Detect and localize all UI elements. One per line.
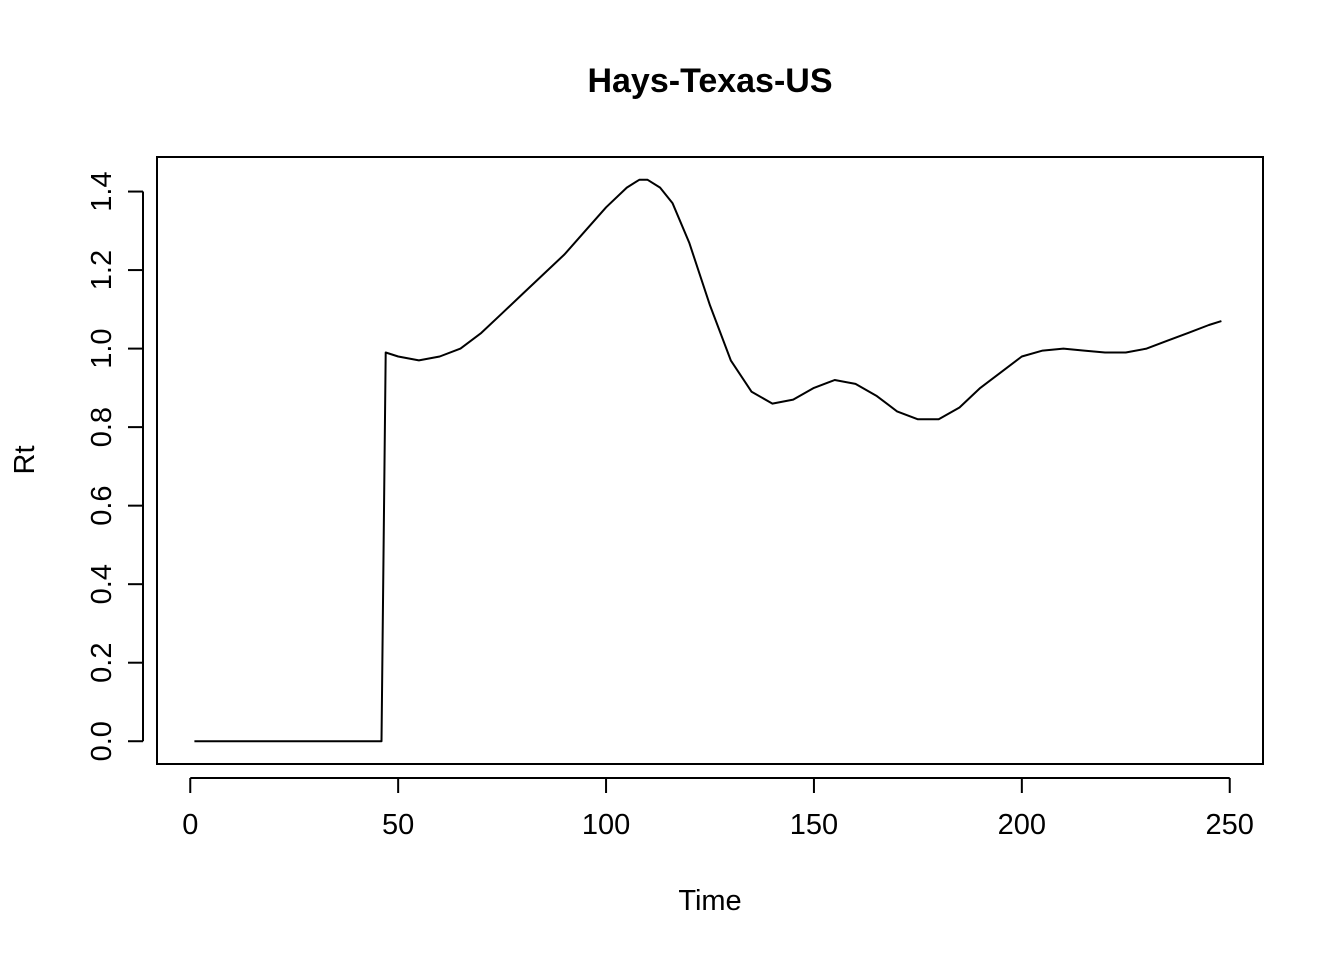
x-tick-label: 200 [998,809,1046,841]
y-tick-label: 1.0 [86,328,118,368]
y-tick-label: 0.6 [86,485,118,525]
series-line-rt [194,178,1222,743]
y-axis-label: Rt [9,446,41,475]
y-tick-label: 1.4 [86,171,118,211]
y-tick-label: 0.2 [86,643,118,683]
x-tick-label: 150 [790,809,838,841]
y-axis: 0.0 0.2 0.4 0.6 0.8 1.0 1.2 1.4 [86,171,144,761]
x-axis: 0 50 100 150 200 250 [182,777,1254,841]
y-tick-label: 1.2 [86,250,118,290]
x-tick-label: 50 [382,809,414,841]
x-tick-label: 0 [182,809,198,841]
y-tick-label: 0.8 [86,407,118,447]
x-tick-label: 100 [582,809,630,841]
chart-title: Hays-Texas-US [587,62,832,100]
y-tick-label: 0.0 [86,721,118,761]
x-axis-label: Time [678,885,741,917]
x-tick-label: 250 [1206,809,1254,841]
plot-frame [156,156,1264,765]
y-tick-label: 0.4 [86,564,118,604]
